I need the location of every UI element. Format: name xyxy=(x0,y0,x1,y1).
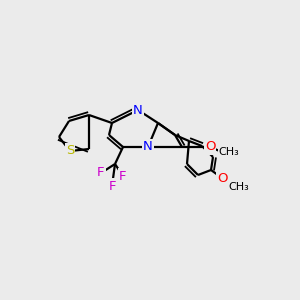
Text: CH₃: CH₃ xyxy=(219,147,239,157)
Text: O: O xyxy=(217,172,227,184)
Text: CH₃: CH₃ xyxy=(229,182,249,192)
Text: F: F xyxy=(108,179,116,193)
Text: N: N xyxy=(133,103,143,116)
Text: F: F xyxy=(119,169,127,182)
Text: S: S xyxy=(66,145,74,158)
Text: F: F xyxy=(97,167,105,179)
Text: N: N xyxy=(143,140,153,154)
Text: O: O xyxy=(205,140,215,154)
